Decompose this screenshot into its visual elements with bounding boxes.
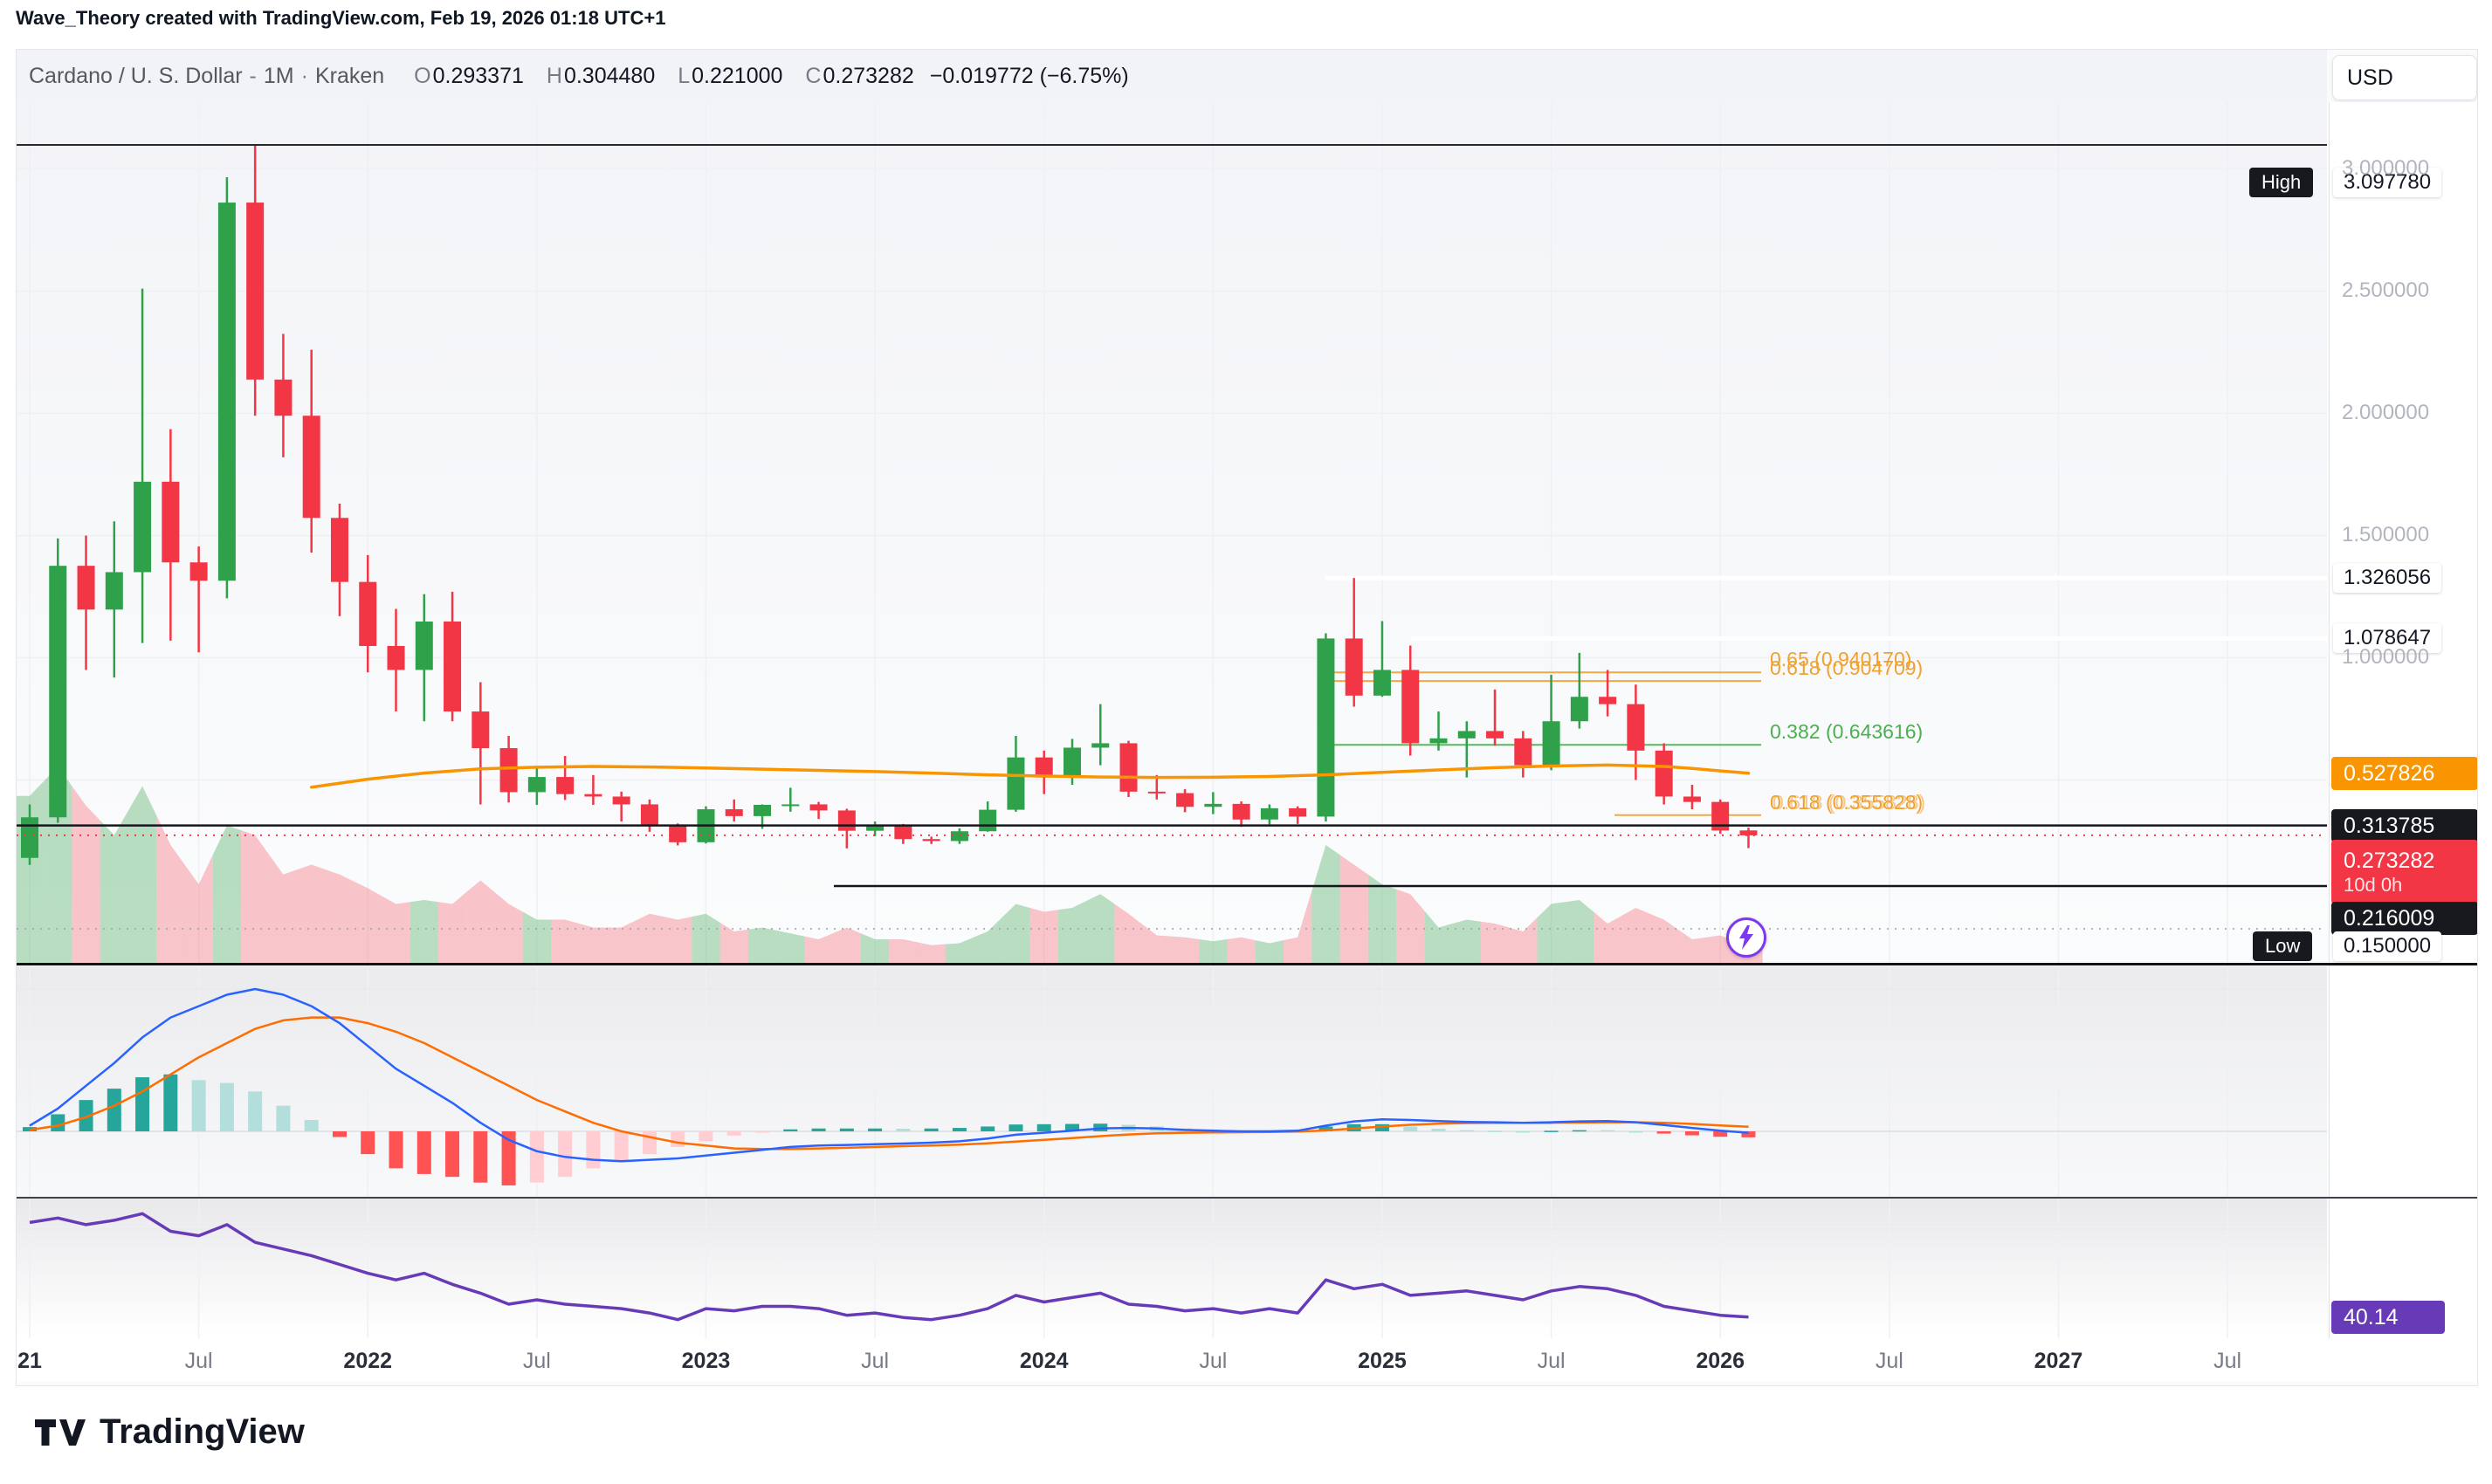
level-badge-0313785: 0.313785 (2331, 809, 2477, 842)
lightning-bolt-icon (1739, 925, 1753, 950)
time-axis-year-label: 2025 (1358, 1349, 1407, 1373)
chart-card: Cardano / U. S. Dollar - 1M · Kraken O 0… (16, 49, 2478, 1386)
rsi-value-badge: 40.14 (2331, 1301, 2445, 1334)
open-value: 0.293371 (432, 63, 524, 88)
close-letter: C (805, 63, 822, 88)
time-axis-year-label: 2022 (343, 1349, 393, 1373)
time-axis-month-label: Jul (1875, 1349, 1903, 1373)
high-value: 0.304480 (563, 63, 656, 88)
fib-level-label: 0.382 (0.643616) (1770, 720, 1924, 744)
time-axis-year-label: 2024 (1019, 1349, 1069, 1373)
high-letter: H (546, 63, 562, 88)
fib-level-label: 0.618 (0.355828) (1770, 790, 1924, 814)
fib-level-label: 0.65 (0.940170) (1770, 648, 1912, 671)
time-axis-year-label: 2023 (681, 1349, 731, 1373)
symbol-title: Cardano / U. S. Dollar (29, 63, 243, 88)
price-scale[interactable]: High 3.097780 1.326056 1.078647 0.527826… (2249, 102, 2477, 1338)
ma-price-badge: 0.527826 (2331, 757, 2477, 790)
fib-level-label: 0.618 (0.904709) (1770, 656, 1924, 680)
snapshot-flash-icon (1726, 917, 1766, 958)
last-price-value: 0.273282 (2344, 848, 2435, 873)
level-badge-0216009: 0.216009 (2331, 902, 2477, 935)
low-letter: L (678, 63, 691, 88)
tradingview-wordmark: TradingView (100, 1412, 305, 1451)
tradingview-logo[interactable]: TradingView (35, 1412, 305, 1452)
attribution-text: Wave_Theory created with TradingView.com… (16, 7, 666, 29)
time-axis-year-label: 21 (17, 1349, 42, 1373)
high-tag: High (2249, 168, 2314, 197)
line-label-1326056: 1.326056 (2333, 563, 2442, 593)
currency-button[interactable]: USD (2332, 55, 2477, 100)
bar-countdown: 10d 0h (2344, 874, 2403, 896)
low-tag: Low (2253, 931, 2313, 961)
time-axis-month-label: Jul (861, 1349, 890, 1373)
title-dot: · (300, 63, 308, 88)
pane-separator-main[interactable] (17, 963, 2477, 965)
price-gridline-label: 2.500000 (2342, 278, 2430, 303)
time-axis-month-label: Jul (1537, 1349, 1566, 1373)
price-gridline-label: 1.000000 (2342, 645, 2430, 670)
time-axis-month-label: Jul (1199, 1349, 1228, 1373)
interval-label: 1M (263, 63, 294, 88)
price-gridline-label: 2.000000 (2342, 401, 2430, 425)
last-price-badge: 0.273282 10d 0h (2331, 840, 2477, 904)
close-value: 0.273282 (823, 63, 914, 88)
price-gridline-label: 3.000000 (2342, 156, 2430, 181)
time-axis[interactable]: 21 Jul 2022 Jul 2023 Jul 2024 Jul 2025 Jul 2026 Jul… (17, 1338, 2477, 1382)
tradingview-mark-icon (35, 1419, 86, 1446)
time-axis-year-label: 2027 (2034, 1349, 2083, 1373)
price-gridline-label: 1.500000 (2342, 523, 2430, 547)
line-label-1078647: 1.078647 (2333, 623, 2442, 653)
currency-label: USD (2347, 65, 2393, 90)
time-axis-month-label: Jul (2213, 1349, 2242, 1373)
exchange-label: Kraken (314, 63, 385, 88)
chart-canvas[interactable] (17, 102, 2327, 1338)
time-axis-year-label: 2026 (1696, 1349, 1745, 1373)
change-value: −0.019772 (−6.75%) (929, 63, 1129, 88)
time-axis-month-label: Jul (184, 1349, 213, 1373)
open-letter: O (414, 63, 431, 88)
symbol-header: Cardano / U. S. Dollar - 1M · Kraken O 0… (17, 50, 2327, 102)
high-price-label: 3.097780 (2333, 168, 2442, 197)
low-price-label: 0.150000 (2333, 931, 2442, 961)
title-separator: - (249, 63, 257, 88)
time-axis-month-label: Jul (522, 1349, 551, 1373)
pane-separator-macd-rsi[interactable] (17, 1197, 2477, 1199)
low-value: 0.221000 (692, 63, 783, 88)
